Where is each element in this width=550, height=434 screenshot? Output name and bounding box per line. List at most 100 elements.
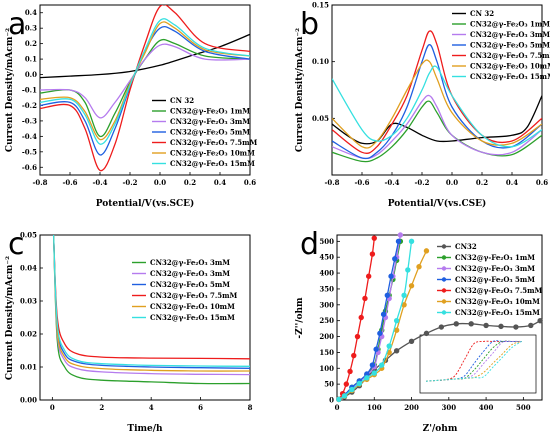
panel-d-series-5mM-point — [388, 273, 394, 279]
panel-b-xtick-label: 0.2 — [476, 178, 488, 187]
panel-d-series-10mM-point — [416, 264, 422, 270]
panel-d-xtick-label: 0 — [335, 403, 340, 412]
panel-c-ytick-label: 0.00 — [20, 396, 37, 405]
panel-a-xtick-label: 0.6 — [244, 178, 256, 187]
panel-d-series-cn32-point — [408, 338, 415, 344]
panel-a-xtick-label: 0.0 — [154, 178, 166, 187]
panel-c-ylabel: Current Density/mAcm⁻² — [5, 256, 15, 380]
panel-b-legend-label: CN32@γ-Fe₂O₃ 15mM — [470, 72, 550, 81]
panel-d-series-5mM-point — [392, 256, 398, 262]
panel-b-series-15mM-line — [332, 65, 542, 148]
panel-c-frame — [39, 234, 251, 401]
panel-c-legend-label: CN32@γ-Fe₂O₃ 7.5mM — [150, 291, 238, 300]
panel-d-ylabel: -Z''/ohm — [295, 297, 305, 339]
panel-d-ytick-label: 0 — [329, 396, 334, 405]
panel-d-series-cn32-point — [468, 321, 474, 327]
panel-c-legend-label: CN32@γ-Fe₂O₃ 10mM — [150, 302, 235, 311]
panel-d-series-15mM-point — [349, 386, 355, 393]
panel-d-series-5mM-point — [377, 330, 383, 337]
panel-d-xtick-label: 400 — [479, 403, 494, 412]
panel-d-ytick-label: 450 — [319, 253, 334, 262]
panel-d-series-7-5mM-point — [369, 251, 376, 257]
panel-d-series-5mM-point — [373, 346, 379, 352]
panel-d-series-15mM-point — [356, 380, 363, 387]
panel-a-series-cn32-line — [40, 33, 250, 79]
panel-d-ytick-label: 50 — [324, 380, 334, 389]
panel-d-legend-marker — [441, 310, 447, 315]
panel-d-inset-curve — [425, 341, 522, 382]
panel-a-series-15mM-line — [40, 18, 250, 145]
panel-d-ytick-label: 350 — [319, 284, 334, 293]
panel-b-xtick-label: 0.0 — [446, 178, 458, 187]
panel-a-xtick-label: -0.6 — [62, 178, 77, 187]
panel-d-series-15mM-point — [371, 370, 377, 376]
panel-c-legend-label: CN32@γ-Fe₂O₃ 3mM — [150, 258, 230, 267]
panel-c-xtick-label: 8 — [248, 403, 253, 412]
panel-letter-c: c — [8, 227, 25, 262]
panel-b-legend-label: CN32@γ-Fe₂O₃ 5mM — [470, 41, 550, 50]
panel-b-ytick-label: 0.15 — [312, 1, 329, 10]
panel-d-series-5mM-point — [395, 238, 402, 245]
panel-d-series-cn32-point — [537, 317, 543, 324]
panel-d-series-7-5mM-point — [343, 381, 350, 387]
panel-d-legend-marker — [441, 299, 447, 304]
panel-d-legend-label: CN32@γ-Fe₂O₃ 5mM — [455, 275, 535, 284]
panel-d-series-cn32-point — [393, 348, 400, 354]
panel-b-ytick-label: 0.10 — [312, 57, 329, 66]
panel-d-legend-label: CN32@γ-Fe₂O₃ 7.5mM — [455, 286, 543, 295]
panel-a-legend-label: CN32@γ-Fe₂O₃ 7.5mM — [170, 138, 258, 147]
panel-a-legend-label: CN32@γ-Fe₂O₃ 10mM — [170, 149, 255, 158]
panel-a-xtick-label: 0.4 — [214, 178, 226, 187]
panel-a-legend-label: CN 32 — [170, 96, 194, 105]
panel-d-legend-label: CN32@γ-Fe₂O₃ 3mM — [455, 264, 535, 273]
panel-c-xtick-label: 0 — [50, 403, 55, 412]
panel-d-series-10mM-point — [423, 248, 430, 254]
panel-a-ytick-label: -0.6 — [22, 163, 37, 172]
panel-a-ytick-label: 0.1 — [25, 55, 37, 64]
panel-a-legend-label: CN32@γ-Fe₂O₃ 3mM — [170, 117, 250, 126]
panel-b-legend-label: CN 32 — [470, 9, 494, 18]
panel-b-ylabel: Current Density/mAcm⁻² — [295, 28, 305, 152]
panel-d-ytick-label: 100 — [319, 364, 334, 373]
panel-d-xtick-label: 500 — [516, 403, 531, 412]
panel-d-series-7-5mM-point — [371, 235, 377, 241]
panel-c-xtick-label: 4 — [149, 403, 154, 412]
panel-d-series-5mM-point — [380, 311, 387, 318]
panel-letter-d: d — [300, 227, 319, 262]
panel-b-legend-label: CN32@γ-Fe₂O₃ 3mM — [470, 30, 550, 39]
panel-a-ytick-label: -0.2 — [22, 101, 37, 110]
panel-a-legend-label: CN32@γ-Fe₂O₃ 15mM — [170, 159, 255, 168]
panel-b-xtick-label: -0.4 — [384, 178, 399, 187]
panel-d-legend-marker — [441, 255, 447, 260]
panel-a-xtick-label: -0.4 — [92, 178, 107, 187]
panel-b-xtick-label: -0.6 — [354, 178, 369, 187]
panel-d-series-10mM-point — [393, 327, 400, 333]
panel-a-ytick-label: -0.1 — [22, 86, 37, 95]
panel-d-series-15mM-point — [336, 396, 342, 403]
panel-d-ytick-label: 500 — [319, 237, 334, 246]
panel-d-xtick-label: 200 — [404, 403, 419, 412]
panel-d-ytick-label: 250 — [319, 316, 334, 325]
panel-c-ytick-label: 0.04 — [20, 264, 37, 273]
panel-d-series-15mM-point — [341, 393, 348, 399]
panel-d-legend-marker — [441, 244, 447, 249]
panel-d-series-7-5mM-point — [362, 295, 368, 302]
panel-d-series-15mM-point — [393, 317, 400, 324]
panel-a-xtick-label: -0.8 — [32, 178, 47, 187]
panel-c-series-15mM-line — [52, 235, 250, 367]
panel-b-frame — [331, 4, 543, 176]
panel-a-ytick-label: 0.4 — [25, 8, 37, 17]
panel-d-series-10mM-point — [408, 283, 415, 289]
panel-c-xtick-label: 6 — [198, 403, 203, 412]
panel-a-ytick-label: 0.3 — [25, 24, 37, 33]
panel-c-series-3mM-line — [52, 235, 250, 385]
panel-c-legend-label: CN32@γ-Fe₂O₃ 3mM — [150, 269, 230, 278]
panel-d-xtick-label: 300 — [442, 403, 457, 412]
panel-d-series-cn32-point — [438, 324, 445, 330]
panel-a-ytick-label: -0.4 — [22, 132, 37, 141]
panel-d-series-15mM-point — [405, 267, 411, 273]
panel-d-series-15mM-point — [408, 238, 415, 245]
panel-d-series-cn32-point — [483, 322, 489, 329]
panel-d-legend-marker — [441, 266, 447, 271]
